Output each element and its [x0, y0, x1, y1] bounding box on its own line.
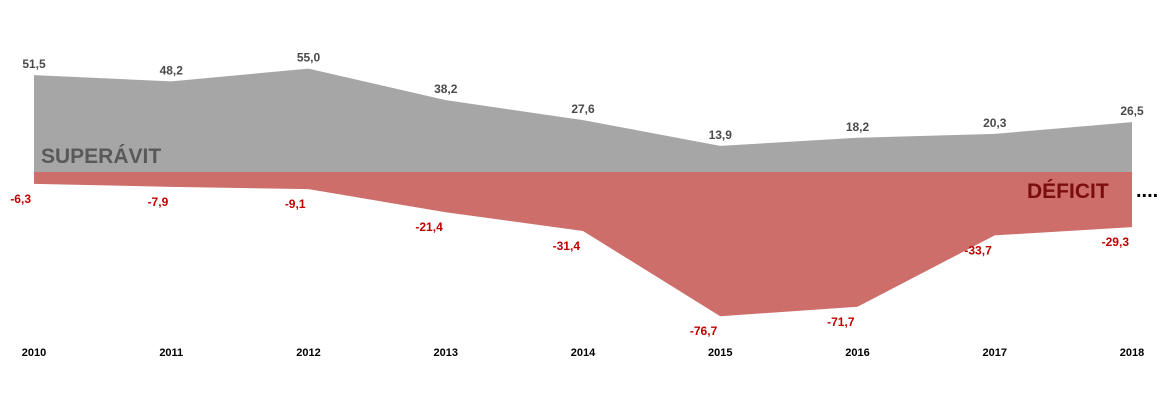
deficit-value-label: -76,7: [690, 324, 718, 338]
x-axis-year-label: 2014: [571, 347, 596, 359]
deficit-label: DÉFICIT: [1027, 180, 1109, 203]
superavit-value-label: 27,6: [571, 102, 595, 116]
area-layer: [34, 68, 1132, 317]
superavit-value-label: 18,2: [846, 120, 870, 134]
deficit-area: [34, 172, 1132, 317]
x-axis-year-label: 2010: [22, 347, 46, 359]
superavit-value-label: 38,2: [434, 82, 458, 96]
x-axis-year-label: 2015: [708, 347, 732, 359]
deficit-value-label: -6,3: [10, 192, 31, 206]
superavit-value-label: 55,0: [297, 51, 321, 65]
superavit-value-label: 51,5: [22, 57, 46, 71]
x-axis-year-label: 2011: [159, 347, 183, 359]
deficit-value-label: -71,7: [827, 315, 855, 329]
x-axis-year-label: 2013: [434, 347, 458, 359]
x-axis-year-label: 2016: [845, 347, 869, 359]
deficit-value-label: -33,7: [964, 243, 992, 257]
deficit-value-label: -29,3: [1102, 235, 1130, 249]
superavit-value-label: 13,9: [709, 128, 733, 142]
x-axis-year-label: 2018: [1120, 347, 1144, 359]
deficit-value-label: -7,9: [148, 195, 169, 209]
deficit-value-label: -21,4: [415, 220, 443, 234]
deficit-value-label: -31,4: [553, 239, 581, 253]
x-axis-labels: 2010 2011 2012 2013 2014 2015 2016 2017 2018: [22, 347, 1144, 359]
superavit-label: SUPERÁVIT: [41, 145, 161, 168]
value-label-layer: 51,5 48,2 55,0 38,2 27,6 13,9 18,2 20,3 26,5 -6,3…: [10, 51, 1144, 339]
superavit-value-label: 20,3: [983, 116, 1007, 130]
x-axis-year-label: 2012: [296, 347, 320, 359]
superavit-area: [34, 68, 1132, 172]
deficit-value-label: -9,1: [285, 197, 306, 211]
continuation-dots: ....: [1136, 180, 1158, 202]
x-axis-year-label: 2017: [983, 347, 1007, 359]
superavit-value-label: 48,2: [160, 63, 184, 77]
superavit-value-label: 26,5: [1120, 104, 1144, 118]
